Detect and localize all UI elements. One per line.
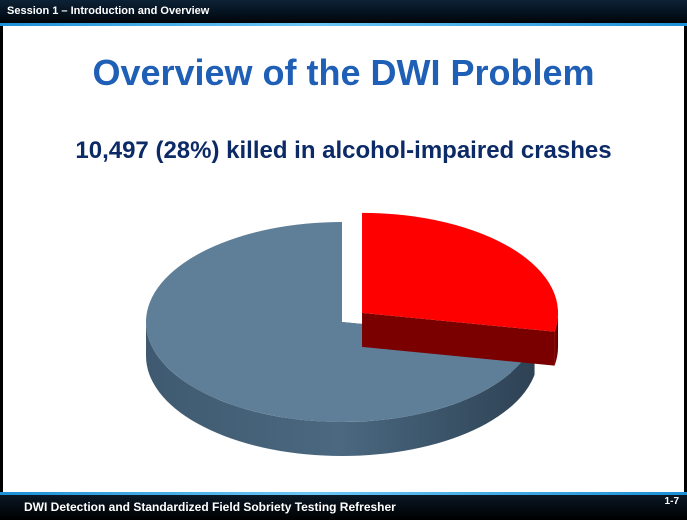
pie-slice-0-top bbox=[362, 212, 559, 332]
slide-frame-left bbox=[0, 26, 3, 492]
header-bar: Session 1 – Introduction and Overview bbox=[0, 0, 687, 26]
footer-bar: DWI Detection and Standardized Field Sob… bbox=[0, 492, 687, 520]
slide-title: Overview of the DWI Problem bbox=[92, 52, 595, 93]
session-label: Session 1 – Introduction and Overview bbox=[7, 5, 210, 17]
footer-rule bbox=[0, 492, 687, 495]
pie-slice-0-cut-face-end bbox=[362, 312, 555, 366]
pie-slice-0-side bbox=[554, 312, 559, 366]
page-number: 1-7 bbox=[664, 496, 679, 507]
course-title: DWI Detection and Standardized Field Sob… bbox=[24, 500, 396, 514]
pie-slice-1-side bbox=[146, 322, 535, 456]
pie-slice-0 bbox=[362, 212, 559, 366]
slide-subtitle: 10,497 (28%) killed in alcohol-impaired … bbox=[75, 137, 612, 164]
pie-slice-1-top bbox=[145, 222, 535, 422]
header-rule bbox=[0, 23, 687, 26]
slide-frame-right bbox=[684, 26, 687, 492]
